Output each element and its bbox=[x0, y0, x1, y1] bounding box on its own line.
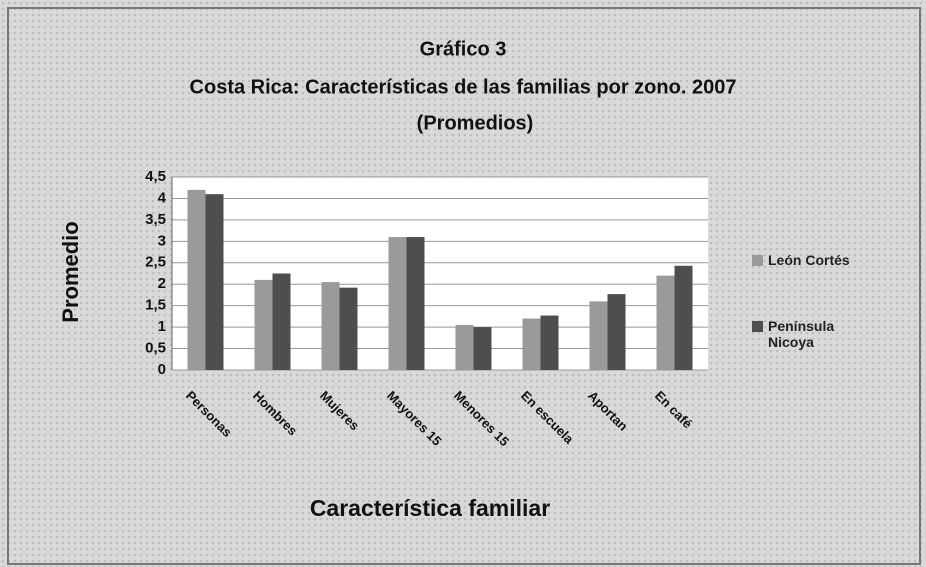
bar bbox=[321, 282, 340, 370]
bar bbox=[607, 294, 626, 370]
frame bbox=[7, 7, 921, 565]
y-tick-label: 2,5 bbox=[145, 254, 166, 271]
bar bbox=[187, 189, 206, 370]
legend-swatch bbox=[752, 321, 763, 332]
bar bbox=[406, 237, 425, 370]
bar bbox=[205, 194, 224, 370]
bar bbox=[272, 273, 291, 370]
y-tick-label: 2 bbox=[158, 275, 166, 292]
y-tick-label: 4 bbox=[158, 189, 167, 206]
bar bbox=[473, 327, 492, 370]
bar bbox=[522, 318, 541, 370]
bar bbox=[339, 287, 358, 370]
y-tick-label: 0,5 bbox=[145, 340, 166, 357]
bar bbox=[540, 315, 559, 370]
y-tick-label: 0 bbox=[158, 361, 166, 378]
legend-label: Península Nicoya bbox=[768, 318, 835, 350]
y-tick-label: 4,5 bbox=[145, 168, 166, 185]
chart-title: (Promedios) bbox=[417, 112, 534, 134]
bar bbox=[674, 265, 693, 370]
bar bbox=[656, 275, 675, 370]
y-tick-label: 3 bbox=[158, 232, 166, 249]
chart-title: Costa Rica: Características de las famil… bbox=[190, 76, 737, 98]
bar bbox=[455, 324, 474, 370]
plot-area bbox=[172, 177, 708, 370]
legend-item: León Cortés bbox=[752, 252, 862, 268]
legend-label: León Cortés bbox=[768, 252, 850, 268]
y-tick-label: 1 bbox=[158, 318, 166, 335]
bar bbox=[254, 279, 273, 370]
x-axis-title: Característica familiar bbox=[310, 495, 550, 521]
bar bbox=[388, 237, 407, 370]
legend-swatch bbox=[752, 255, 763, 266]
bar bbox=[589, 301, 608, 370]
legend-item: Península Nicoya bbox=[752, 318, 862, 350]
y-axis-title: Promedio bbox=[58, 221, 83, 322]
chart-title: Gráfico 3 bbox=[420, 38, 507, 60]
y-tick-label: 1,5 bbox=[145, 297, 166, 314]
y-tick-label: 3,5 bbox=[145, 211, 166, 228]
